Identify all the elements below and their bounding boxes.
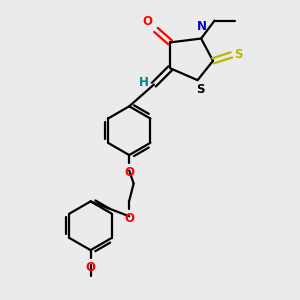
Text: O: O bbox=[85, 261, 96, 274]
Text: O: O bbox=[124, 212, 134, 225]
Text: O: O bbox=[142, 15, 152, 28]
Text: O: O bbox=[124, 166, 134, 179]
Text: S: S bbox=[234, 48, 243, 61]
Text: S: S bbox=[196, 83, 205, 96]
Text: N: N bbox=[197, 20, 207, 33]
Text: H: H bbox=[139, 76, 148, 89]
